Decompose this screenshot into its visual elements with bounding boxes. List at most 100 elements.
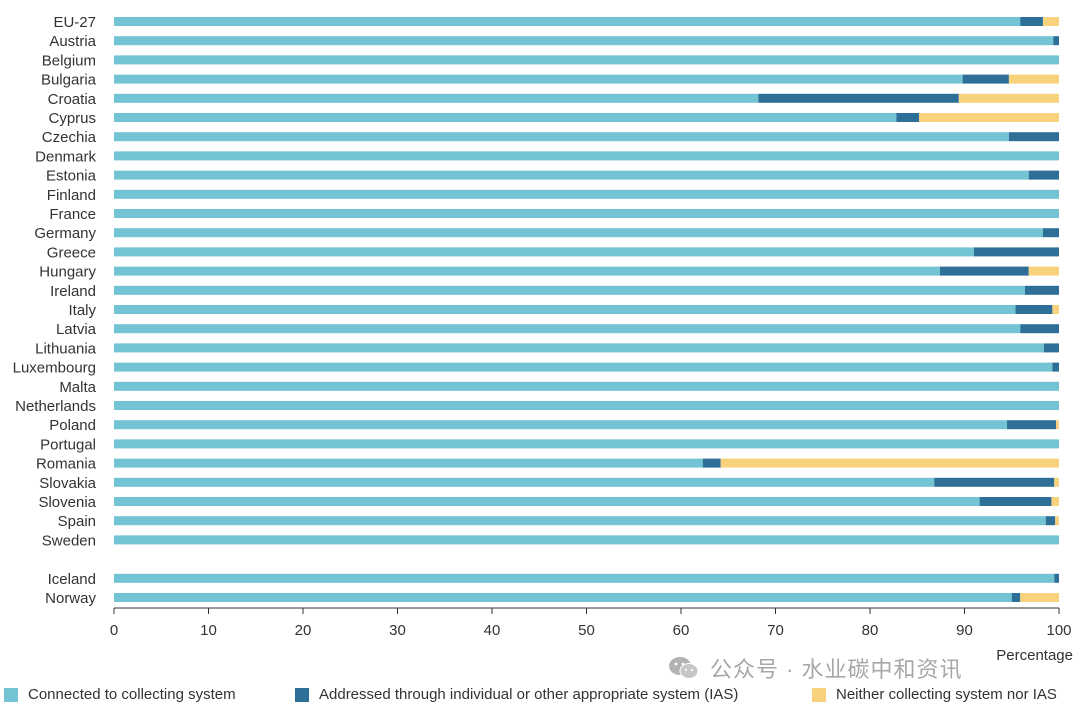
bar-austria-s1 [1053, 36, 1059, 46]
x-tick-label-40: 40 [484, 622, 501, 639]
category-label-romania: Romania [36, 456, 97, 473]
bar-poland-s0 [114, 420, 1008, 430]
watermark-text: 公众号 · 水业碳中和资讯 [710, 657, 963, 682]
x-tick-label-30: 30 [389, 622, 406, 639]
category-label-belgium: Belgium [42, 52, 96, 69]
x-tick-label-100: 100 [1046, 622, 1071, 639]
bar-hungary-s1 [939, 266, 1029, 276]
bar-latvia-s1 [1020, 324, 1059, 334]
bar-estonia-s0 [114, 170, 1029, 180]
bar-romania-s2 [720, 458, 1059, 468]
bar-slovenia-s2 [1051, 497, 1059, 506]
category-label-portugal: Portugal [40, 436, 96, 453]
bar-spain-s0 [114, 516, 1046, 526]
category-label-ireland: Ireland [50, 283, 96, 300]
bar-czechia-s1 [1008, 132, 1059, 142]
bar-iceland-s1 [1054, 573, 1059, 583]
bar-luxembourg-s0 [114, 362, 1053, 372]
bar-spain-s1 [1045, 516, 1056, 526]
bar-eu-27-s2 [1042, 17, 1059, 26]
x-tick-label-20: 20 [295, 622, 312, 639]
bar-iceland-s0 [114, 573, 1055, 583]
category-label-netherlands: Netherlands [15, 398, 96, 415]
x-tick-label-50: 50 [578, 622, 595, 639]
legend-item-connected: Connected to collecting system [4, 686, 236, 703]
legend-label-connected: Connected to collecting system [28, 686, 236, 703]
category-label-eu-27: EU-27 [53, 14, 96, 31]
bar-luxembourg-s1 [1052, 362, 1059, 372]
bar-slovakia-s0 [114, 477, 935, 487]
bar-spain-s2 [1055, 516, 1059, 526]
category-label-austria: Austria [49, 33, 96, 50]
bar-italy-s2 [1052, 305, 1059, 314]
bar-austria-s0 [114, 36, 1054, 46]
bar-ireland-s1 [1024, 285, 1059, 295]
bar-cyprus-s0 [114, 113, 897, 122]
x-axis-label: Percentage [996, 647, 1073, 664]
category-label-luxembourg: Luxembourg [13, 360, 96, 377]
bar-norway-s0 [114, 593, 1012, 602]
category-label-denmark: Denmark [35, 148, 96, 165]
x-tick-label-60: 60 [673, 622, 690, 639]
bar-norway-s2 [1020, 593, 1059, 602]
legend-swatch-connected [4, 687, 18, 702]
bar-croatia-s1 [758, 93, 959, 103]
category-label-france: France [49, 206, 96, 223]
x-tick-label-10: 10 [200, 622, 217, 639]
bar-sweden-s0 [114, 535, 1059, 545]
x-tick-label-90: 90 [956, 622, 973, 639]
category-label-lithuania: Lithuania [35, 340, 97, 357]
bar-hungary-s2 [1028, 266, 1059, 276]
bar-greece-s0 [114, 247, 974, 257]
x-tick-label-80: 80 [862, 622, 879, 639]
bar-greece-s1 [973, 247, 1059, 257]
bar-estonia-s1 [1028, 170, 1059, 180]
bar-poland-s1 [1007, 420, 1057, 430]
bar-eu-27-s1 [1020, 17, 1043, 26]
legend-label-neither: Neither collecting system nor IAS [836, 686, 1057, 703]
bar-netherlands-s0 [114, 401, 1059, 410]
category-label-cyprus: Cyprus [48, 110, 96, 127]
bar-norway-s1 [1011, 593, 1021, 602]
bar-malta-s0 [114, 381, 1059, 391]
bar-bulgaria-s2 [1008, 74, 1059, 84]
category-label-poland: Poland [49, 417, 96, 434]
bar-croatia-s2 [958, 93, 1059, 103]
bar-bulgaria-s0 [114, 74, 963, 84]
bar-slovenia-s0 [114, 497, 980, 506]
category-label-estonia: Estonia [46, 168, 97, 185]
category-label-hungary: Hungary [39, 264, 96, 281]
wechat-icon [669, 657, 699, 679]
category-label-croatia: Croatia [48, 91, 97, 108]
category-label-malta: Malta [59, 379, 96, 396]
category-label-greece: Greece [47, 244, 96, 261]
category-label-germany: Germany [34, 225, 96, 242]
bar-denmark-s0 [114, 151, 1059, 161]
bar-romania-s1 [702, 458, 721, 468]
legend-swatch-neither [812, 687, 826, 702]
bar-italy-s1 [1015, 305, 1053, 314]
bar-bulgaria-s1 [962, 74, 1009, 84]
legend-item-neither: Neither collecting system nor IAS [812, 686, 1057, 703]
category-label-slovakia: Slovakia [39, 475, 96, 492]
stacked-bar-chart: EU-27 Austria Belgium Bulgaria Croatia Cyprus… [13, 14, 1073, 664]
category-label-iceland: Iceland [48, 571, 96, 588]
category-label-norway: Norway [45, 590, 96, 607]
bar-lithuania-s0 [114, 343, 1044, 353]
category-label-sweden: Sweden [42, 532, 96, 549]
bar-slovenia-s1 [979, 497, 1052, 506]
watermark: 公众号 · 水业碳中和资讯 [668, 652, 963, 684]
bar-belgium-s0 [114, 55, 1059, 65]
bar-czechia-s0 [114, 132, 1009, 142]
category-label-spain: Spain [58, 513, 96, 530]
x-tick-label-0: 0 [110, 622, 118, 639]
category-label-latvia: Latvia [56, 321, 97, 338]
legend-label-ias: Addressed through individual or other ap… [319, 686, 739, 703]
bar-lithuania-s1 [1043, 343, 1059, 353]
bar-germany-s0 [114, 228, 1043, 238]
bar-ireland-s0 [114, 285, 1025, 295]
legend-swatch-ias [295, 687, 309, 702]
bar-portugal-s0 [114, 439, 1059, 449]
bar-slovakia-s1 [934, 477, 1055, 487]
bar-cyprus-s2 [919, 113, 1059, 122]
